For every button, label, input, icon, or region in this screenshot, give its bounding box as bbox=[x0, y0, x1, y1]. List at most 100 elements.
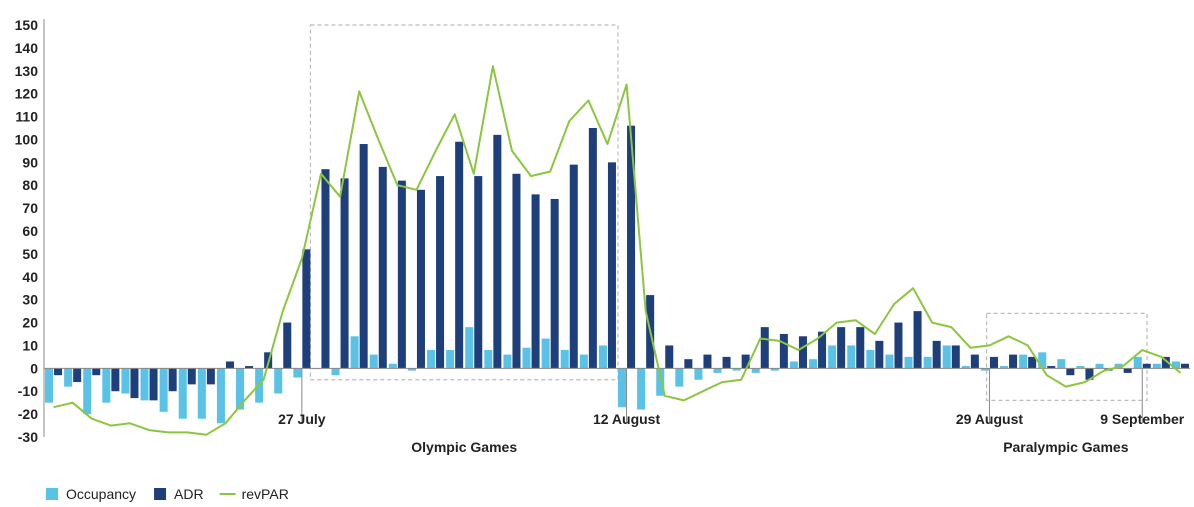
adr-bar bbox=[837, 327, 846, 369]
y-tick-label: 10 bbox=[22, 337, 38, 353]
occupancy-bar bbox=[961, 366, 970, 369]
occupancy-bar bbox=[694, 368, 703, 380]
adr-bar bbox=[741, 354, 750, 369]
occupancy-bar bbox=[541, 338, 550, 369]
occupancy-bar bbox=[484, 350, 493, 369]
adr-bar bbox=[856, 327, 865, 369]
adr-bar bbox=[416, 189, 425, 369]
occupancy-bar bbox=[1114, 363, 1123, 369]
adr-bar bbox=[760, 327, 769, 369]
occupancy-bar bbox=[465, 327, 474, 369]
adr-bar bbox=[607, 162, 616, 369]
adr-bar bbox=[932, 340, 941, 369]
occupancy-bar bbox=[197, 368, 206, 419]
occupancy-bar bbox=[656, 368, 665, 396]
adr-bar bbox=[168, 368, 177, 392]
occupancy-bar bbox=[732, 368, 741, 371]
y-tick-label: 50 bbox=[22, 246, 38, 262]
adr-bar bbox=[1142, 363, 1151, 369]
legend-label-revpar: revPAR bbox=[242, 486, 289, 502]
occupancy-bar bbox=[350, 336, 359, 369]
occupancy-bar bbox=[560, 350, 569, 369]
occupancy-bar bbox=[503, 354, 512, 369]
adr-bar bbox=[798, 336, 807, 369]
olympic-period-box bbox=[309, 24, 619, 381]
occupancy-bar bbox=[369, 354, 378, 369]
occupancy-bar bbox=[980, 368, 989, 371]
y-tick-label: 120 bbox=[15, 86, 39, 102]
occupancy-bar bbox=[1095, 363, 1104, 369]
occupancy-bar bbox=[388, 363, 397, 369]
x-date-label: 27 July bbox=[278, 411, 326, 427]
adr-bar bbox=[111, 368, 120, 392]
y-tick-label: 150 bbox=[15, 17, 39, 33]
adr-bar bbox=[569, 164, 578, 369]
adr-bar bbox=[321, 169, 330, 369]
occupancy-bar bbox=[885, 354, 894, 369]
adr-bar bbox=[989, 356, 998, 369]
legend-swatch-occupancy bbox=[46, 488, 58, 500]
occupancy-bar bbox=[828, 345, 837, 369]
adr-bar bbox=[1066, 368, 1075, 376]
adr-bar bbox=[54, 368, 63, 376]
adr-bar bbox=[149, 368, 158, 401]
adr-bar bbox=[302, 249, 311, 369]
occupancy-bar bbox=[140, 368, 149, 401]
y-tick-label: -10 bbox=[18, 383, 38, 399]
adr-bar bbox=[455, 141, 464, 369]
occupancy-bar bbox=[293, 368, 302, 378]
occupancy-bar bbox=[1133, 356, 1142, 369]
adr-bar bbox=[665, 345, 674, 369]
legend-label-adr: ADR bbox=[174, 486, 204, 502]
adr-bar bbox=[550, 198, 559, 369]
adr-bar bbox=[187, 368, 196, 385]
adr-bar bbox=[474, 176, 483, 369]
adr-bar bbox=[531, 194, 540, 369]
occupancy-bar bbox=[923, 356, 932, 369]
occupancy-bar bbox=[102, 368, 111, 403]
adr-bar bbox=[1180, 363, 1189, 369]
adr-bar bbox=[378, 166, 387, 369]
adr-bar bbox=[1009, 354, 1018, 369]
adr-bar bbox=[894, 322, 903, 369]
y-tick-label: -20 bbox=[18, 406, 38, 422]
occupancy-bar bbox=[1019, 354, 1028, 369]
y-tick-label: 40 bbox=[22, 269, 38, 285]
occupancy-bar bbox=[64, 368, 73, 387]
occupancy-bar bbox=[770, 368, 779, 371]
adr-bar bbox=[913, 311, 922, 369]
occupancy-bar bbox=[789, 361, 798, 369]
adr-bar bbox=[130, 368, 139, 399]
occupancy-bar bbox=[236, 368, 245, 410]
adr-bar bbox=[359, 144, 368, 369]
occupancy-bar bbox=[45, 368, 54, 403]
occupancy-bar bbox=[427, 350, 436, 369]
occupancy-bar bbox=[446, 350, 455, 369]
adr-bar bbox=[951, 345, 960, 369]
adr-bar bbox=[818, 331, 827, 369]
adr-bar bbox=[73, 368, 82, 383]
y-tick-label: 70 bbox=[22, 200, 38, 216]
occupancy-bar bbox=[121, 368, 130, 394]
revpar-line bbox=[53, 65, 1182, 436]
occupancy-bar bbox=[904, 356, 913, 369]
adr-bar bbox=[684, 359, 693, 369]
occupancy-bar bbox=[1076, 366, 1085, 369]
occupancy-bar bbox=[407, 368, 416, 371]
y-tick-label: 80 bbox=[22, 177, 38, 193]
x-date-label: 9 September bbox=[1100, 411, 1185, 427]
adr-bar bbox=[245, 366, 254, 369]
adr-bar bbox=[875, 340, 884, 369]
adr-bar bbox=[92, 368, 101, 376]
adr-bar bbox=[340, 178, 349, 369]
occupancy-bar bbox=[1038, 352, 1047, 369]
occupancy-bar bbox=[751, 368, 760, 373]
occupancy-bar bbox=[1057, 359, 1066, 369]
occupancy-bar bbox=[809, 359, 818, 369]
y-tick-label: 130 bbox=[15, 63, 39, 79]
occupancy-bar bbox=[159, 368, 168, 412]
paralympic-period-box bbox=[985, 312, 1148, 401]
adr-bar bbox=[779, 334, 788, 369]
adr-bar bbox=[588, 128, 597, 369]
occupancy-bar bbox=[178, 368, 187, 419]
